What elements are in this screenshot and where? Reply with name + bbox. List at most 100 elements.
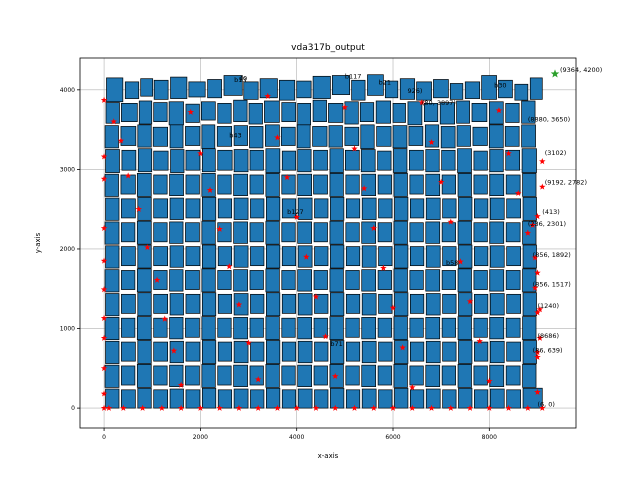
block-rect [312, 99, 327, 123]
red-star-marker [303, 253, 310, 260]
block-rect [407, 101, 423, 126]
red-star-marker [100, 314, 108, 321]
block-rect [188, 81, 206, 98]
block-rect [328, 125, 343, 148]
coordinate-label: (1240) [537, 302, 559, 310]
red-star-marker [476, 337, 483, 345]
block-rect [506, 341, 521, 362]
block-rect [471, 103, 488, 123]
block-rect [104, 221, 120, 245]
red-star-marker [370, 224, 377, 232]
block-rect [265, 148, 281, 173]
block-rect [297, 340, 313, 364]
block-rect [521, 100, 536, 124]
block-rect [233, 125, 248, 146]
block-rect [296, 80, 312, 99]
block-rect [185, 198, 201, 219]
block-rect [121, 222, 136, 243]
red-star-marker [534, 349, 541, 356]
block-rect [522, 173, 537, 197]
block-rect [506, 293, 521, 314]
red-star-marker [177, 404, 185, 411]
block-rect [297, 173, 312, 197]
block-rect [505, 365, 521, 386]
block-rect [201, 292, 217, 317]
block-rect [281, 270, 296, 290]
red-star-marker [389, 404, 397, 411]
red-star-marker [531, 254, 539, 261]
block-rect [425, 197, 441, 220]
block-rect [489, 173, 505, 197]
block-rect [152, 126, 168, 147]
labels-layer: 926)(80, 3897) (8880, 3650) (3102) (9192, 2… [229, 73, 587, 409]
block-rect [136, 363, 152, 388]
block-rect [498, 79, 513, 99]
block-rect [185, 317, 200, 338]
x-tick-label: 8000 [482, 434, 497, 441]
block-rect [313, 174, 328, 195]
red-star-marker [531, 284, 539, 291]
red-star-marker [539, 404, 546, 411]
coordinate-label: (3102) [545, 149, 567, 157]
block-rect [281, 317, 296, 338]
block-rect [169, 340, 184, 364]
block-rect [249, 174, 264, 195]
block-rect [394, 292, 409, 317]
block-rect [472, 126, 488, 146]
block-rect [488, 101, 504, 125]
block-rect [153, 270, 168, 290]
block-rect [505, 222, 521, 243]
y-tick-label: 0 [71, 405, 75, 412]
block-rect [378, 341, 393, 362]
block-rect [425, 173, 441, 197]
block-rect [249, 317, 264, 338]
block-rect [223, 75, 243, 96]
block-rect [266, 292, 281, 317]
coordinate-label: b30 [494, 81, 506, 89]
block-rect [360, 149, 376, 173]
red-star-marker [110, 118, 117, 125]
block-rect [137, 340, 152, 364]
block-rect [394, 340, 409, 364]
block-rect [345, 389, 361, 409]
block-rect [344, 149, 360, 171]
block-rect [170, 76, 188, 99]
block-rect [217, 341, 233, 362]
coordinate-label: b71 [330, 340, 342, 348]
block-rect [384, 80, 399, 99]
block-rect [313, 317, 328, 338]
block-rect [313, 149, 328, 171]
block-rect [153, 365, 168, 386]
block-rect [330, 340, 345, 364]
block-rect [243, 81, 259, 100]
red-star-marker [409, 384, 416, 391]
red-star-marker [235, 404, 243, 411]
block-rect [137, 148, 153, 173]
block-rect [441, 222, 456, 243]
block-rect [351, 79, 366, 101]
block-rect [409, 174, 424, 195]
block-rect [259, 78, 278, 99]
block-rect [137, 387, 152, 409]
block-rect [233, 269, 248, 292]
block-rect [185, 365, 200, 386]
block-rect [345, 317, 360, 338]
block-rect [201, 340, 217, 364]
block-rect [345, 270, 360, 290]
red-star-marker [293, 213, 300, 220]
block-rect [233, 149, 249, 173]
coordinate-label: 926) [407, 87, 422, 95]
red-star-marker [245, 339, 252, 346]
block-rect [121, 198, 136, 219]
block-rect [314, 293, 329, 314]
block-rect [344, 126, 360, 146]
block-rect [169, 388, 184, 409]
red-star-marker [135, 205, 142, 212]
block-rect [409, 365, 424, 386]
block-rect [361, 364, 377, 387]
block-rect [297, 293, 313, 316]
red-star-marker [534, 388, 541, 395]
block-rect [504, 126, 520, 147]
block-rect [458, 292, 473, 317]
red-star-marker [399, 344, 406, 351]
